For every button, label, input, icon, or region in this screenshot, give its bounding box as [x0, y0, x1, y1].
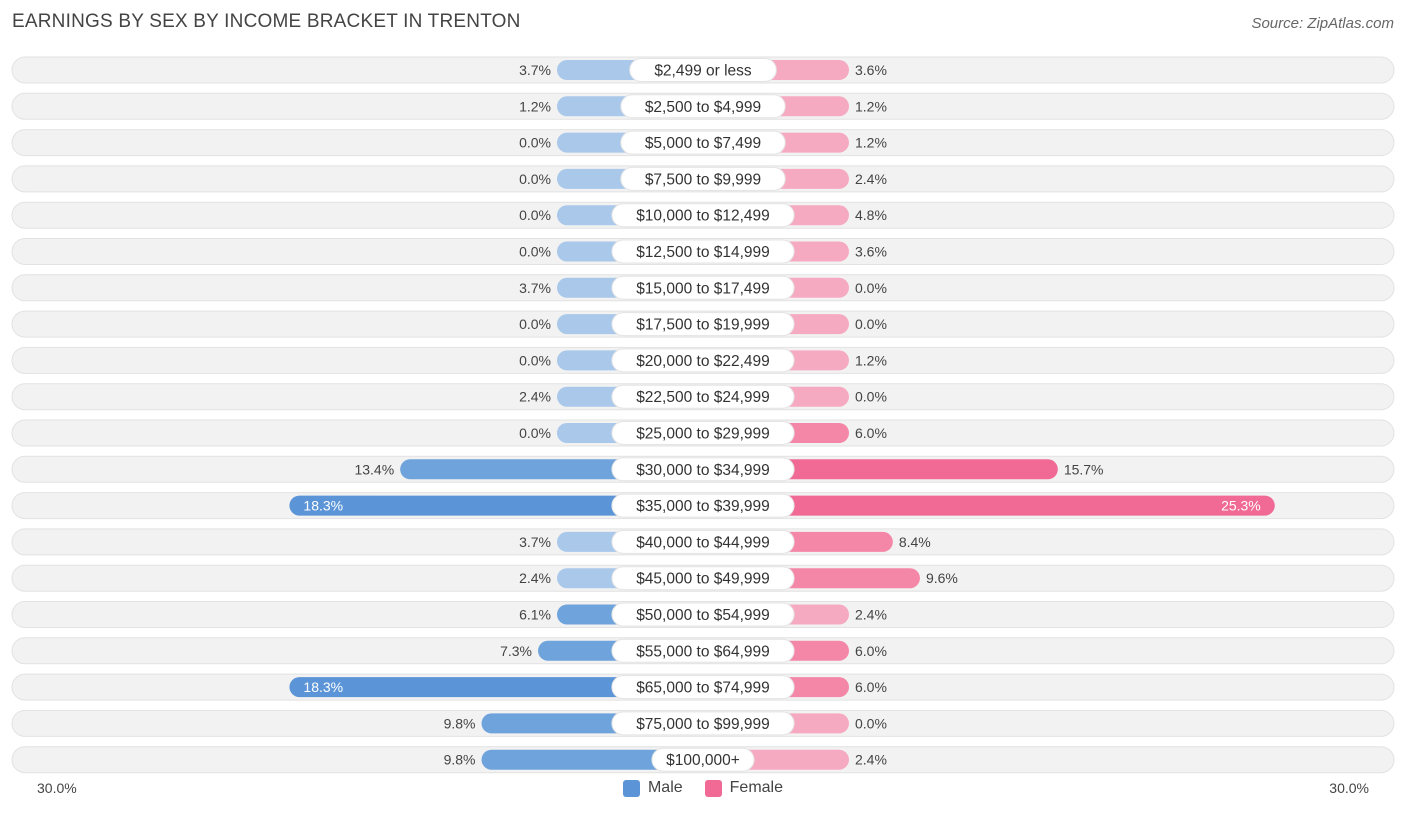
value-label-male: 9.8% [444, 752, 476, 768]
value-label-female: 3.6% [855, 244, 887, 260]
value-label-male: 18.3% [303, 679, 343, 695]
value-label-male: 0.0% [519, 207, 551, 223]
value-label-male: 18.3% [303, 498, 343, 514]
category-pill [611, 457, 795, 482]
category-pill [620, 94, 786, 119]
category-pill [620, 166, 786, 191]
value-label-female: 2.4% [855, 171, 887, 187]
value-label-female: 15.7% [1064, 461, 1104, 477]
category-label: $20,000 to $22,499 [636, 353, 770, 370]
category-label: $15,000 to $17,499 [636, 280, 770, 297]
category-pill [611, 239, 795, 264]
value-label-female: 6.0% [855, 679, 887, 695]
category-pill [611, 421, 795, 445]
category-label: $7,500 to $9,999 [645, 171, 761, 188]
category-pill [611, 275, 795, 300]
value-label-male: 3.7% [519, 534, 551, 550]
value-label-female: 4.8% [855, 207, 887, 223]
bar-female [703, 495, 1275, 516]
value-label-male: 9.8% [444, 715, 476, 731]
value-label-male: 0.0% [519, 316, 551, 332]
value-label-female: 1.2% [855, 352, 887, 368]
axis-left-label: 30.0% [37, 780, 77, 796]
legend-swatch-female [704, 779, 722, 797]
legend-item-female: Female [704, 779, 784, 797]
source-label: Source: ZipAtlas.com [1251, 15, 1394, 32]
category-label: $50,000 to $54,999 [636, 607, 770, 624]
value-label-female: 9.6% [926, 570, 958, 586]
category-label: $45,000 to $49,999 [636, 571, 770, 588]
value-label-male: 0.0% [519, 352, 551, 368]
value-label-female: 2.4% [855, 752, 887, 768]
category-pill [611, 566, 795, 591]
category-pill [611, 348, 795, 373]
category-label: $55,000 to $64,999 [636, 643, 770, 660]
category-label: $2,500 to $4,999 [645, 99, 761, 116]
category-pill [611, 384, 795, 409]
value-label-male: 7.3% [500, 643, 532, 659]
legend-item-male: Male [622, 779, 683, 797]
category-pill [611, 203, 795, 228]
value-label-male: 0.0% [519, 135, 551, 151]
value-label-female: 8.4% [899, 534, 931, 550]
legend-label-female: Female [729, 779, 784, 796]
value-label-male: 6.1% [519, 607, 551, 623]
value-label-female: 2.4% [855, 607, 887, 623]
value-label-female: 25.3% [1221, 498, 1261, 514]
category-label: $17,500 to $19,999 [636, 317, 770, 334]
category-pill [611, 638, 795, 663]
value-label-male: 13.4% [354, 461, 394, 477]
legend-swatch-male [622, 779, 640, 797]
chart-title: EARNINGS BY SEX BY INCOME BRACKET IN TRE… [12, 11, 521, 32]
category-label: $2,499 or less [654, 63, 752, 80]
category-pill [611, 493, 795, 518]
value-label-male: 3.7% [519, 280, 551, 296]
category-pill [611, 602, 795, 627]
category-label: $35,000 to $39,999 [636, 498, 770, 515]
value-label-female: 6.0% [855, 643, 887, 659]
value-label-male: 2.4% [519, 389, 551, 405]
value-label-male: 1.2% [519, 98, 551, 114]
value-label-female: 6.0% [855, 425, 887, 441]
category-label: $65,000 to $74,999 [636, 680, 770, 697]
category-pill [651, 747, 755, 772]
category-label: $10,000 to $12,499 [636, 208, 770, 225]
category-pill [620, 130, 786, 155]
bar-male [289, 495, 703, 516]
legend: Male Female [0, 779, 1406, 797]
value-label-female: 1.2% [855, 98, 887, 114]
value-label-male: 3.7% [519, 62, 551, 78]
category-pill [611, 529, 795, 554]
category-pill [629, 58, 777, 82]
value-label-female: 0.0% [855, 389, 887, 405]
value-label-female: 3.6% [855, 62, 887, 78]
category-label: $30,000 to $34,999 [636, 462, 770, 479]
category-pill [611, 675, 795, 700]
category-pill [611, 312, 795, 337]
legend-label-male: Male [647, 779, 683, 796]
category-label: $25,000 to $29,999 [636, 426, 770, 443]
value-label-male: 0.0% [519, 171, 551, 187]
value-label-female: 0.0% [855, 715, 887, 731]
value-label-male: 2.4% [519, 570, 551, 586]
value-label-male: 0.0% [519, 244, 551, 260]
value-label-female: 0.0% [855, 280, 887, 296]
category-label: $22,500 to $24,999 [636, 389, 770, 406]
category-label: $40,000 to $44,999 [636, 534, 770, 551]
category-pill [611, 711, 795, 736]
value-label-female: 0.0% [855, 316, 887, 332]
category-label: $12,500 to $14,999 [636, 244, 770, 261]
category-label: $100,000+ [666, 752, 740, 769]
value-label-male: 0.0% [519, 425, 551, 441]
category-label: $75,000 to $99,999 [636, 716, 770, 733]
value-label-female: 1.2% [855, 135, 887, 151]
category-label: $5,000 to $7,499 [645, 135, 761, 152]
bar-male [481, 749, 703, 770]
bar-male [289, 677, 703, 698]
axis-right-label: 30.0% [1329, 780, 1369, 796]
